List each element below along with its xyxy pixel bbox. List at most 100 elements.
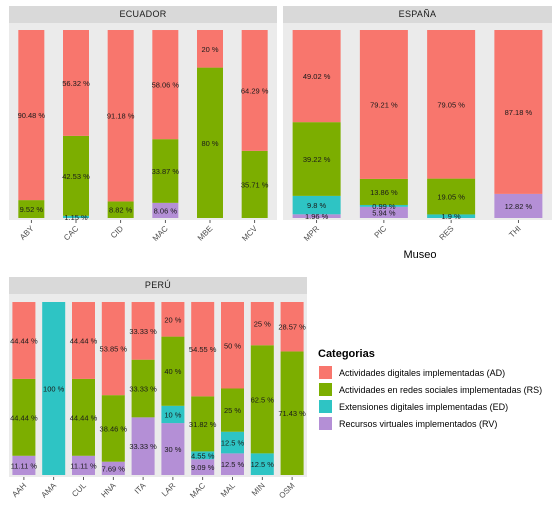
data-label-peru-lar-ad: 20 % [164,315,181,324]
data-label-espana-pic-ad: 79.21 % [370,100,398,109]
bar-peru-ita-rv [131,417,155,475]
bar-espana-mpr-rs [292,122,341,196]
bar-peru-mal-rv [221,453,244,475]
legend-label-rs: Actividades en redes sociales implementa… [339,384,543,395]
data-label-peru-ita-rv: 33.33 % [129,442,157,451]
bar-espana-res-ed [427,214,476,218]
bar-peru-mal-ad [221,302,244,389]
bar-ecuador-cid-ad [107,30,134,202]
bar-peru-lar-ad [161,302,185,337]
x-tick-label-peru-ama: AMA [39,481,58,500]
bar-espana-thi-ad [494,30,543,194]
bar-ecuador-cac-ad [63,30,89,136]
bar-peru-cul-rs [72,378,95,456]
data-label-peru-mal-rs: 25 % [224,406,241,415]
data-label-peru-cul-rs: 44.44 % [70,413,98,422]
panel-strip-ecuador: ECUADOR [9,6,277,23]
data-label-espana-res-ad: 79.05 % [437,100,465,109]
bar-ecuador-cid-rs [107,201,134,218]
data-label-peru-lar-ed: 10 % [164,410,181,419]
bar-ecuador-mac-rs [152,139,179,203]
x-tick-label-peru-aah: AAH [10,481,28,499]
data-label-ecuador-aby-ad: 90.48 % [18,111,46,120]
data-label-peru-mal-rv: 12.5 % [221,460,245,469]
bar-ecuador-cac-rs [63,135,89,216]
bar-ecuador-aby-ad [18,30,45,201]
panel-strip-espana: ESPAÑA [283,6,552,23]
bar-ecuador-mcv-ad [241,30,268,151]
x-tick-label-peru-hna: HNA [99,481,118,500]
data-label-espana-pic-rv: 5.94 % [372,208,396,217]
x-tick-label-peru-osm: OSM [277,481,296,500]
legend-title: Categorias [318,348,375,360]
data-label-peru-mal-ed: 12.5 % [221,439,245,448]
data-label-peru-aah-rs: 44.44 % [10,413,38,422]
x-tick-label-ecuador-cid: CID [109,224,125,240]
legend-label-ed: Extensiones digitales implementadas (ED) [339,401,509,412]
bar-peru-cul-ad [72,302,95,379]
x-tick-label-peru-min: MIN [250,481,267,498]
data-label-ecuador-mcv-ad: 64.29 % [241,86,269,95]
panel-ecuador: ECUADOR [9,6,277,220]
data-label-espana-thi-rv: 12.82 % [505,202,533,211]
bar-ecuador-mac-rv [152,202,179,218]
x-tick-label-peru-mac: MAC [188,481,207,500]
data-label-peru-ita-ad: 33.33 % [129,327,157,336]
bar-espana-res-ad [427,30,476,179]
bar-peru-lar-rv [161,423,185,475]
x-tick-label-ecuador-cac: CAC [62,224,80,242]
bar-espana-pic-rs [359,178,408,205]
data-label-espana-thi-ad: 87.18 % [505,108,533,117]
data-label-espana-mpr-ed: 9.8 % [307,201,327,210]
data-label-peru-mal-ad: 50 % [224,341,241,350]
legend-item-rs: Actividades en redes sociales implementa… [318,381,542,398]
bar-peru-min-ed [250,453,274,475]
data-label-ecuador-mac-rv: 8.06 % [154,206,178,215]
data-label-peru-hna-rv: 7.69 % [102,464,126,473]
bar-peru-mal-ed [221,431,244,454]
x-tick-label-ecuador-mcv: MCV [240,224,259,243]
data-label-peru-lar-rs: 40 % [164,367,181,376]
data-label-espana-res-rs: 19.05 % [437,193,465,202]
x-tick-label-espana-res: RES [438,224,456,242]
bar-espana-res-rs [427,178,476,215]
bar-peru-cul-rv [72,455,95,475]
data-label-ecuador-mac-ad: 58.06 % [152,81,180,90]
data-label-peru-aah-ad: 44.44 % [10,336,38,345]
legend-key-rv [318,416,333,431]
data-label-espana-mpr-rv: 1.96 % [305,212,329,221]
x-tick-label-peru-cul: CUL [70,481,88,499]
bar-ecuador-mbe-rs [197,67,223,218]
legend-item-ed: Extensiones digitales implementadas (ED) [318,398,542,415]
bar-peru-aah-ad [12,302,36,379]
x-tick-label-espana-pic: PIC [372,224,388,240]
legend-key-ed [318,399,333,414]
bar-peru-lar-ed [161,405,185,424]
data-label-ecuador-cac-ed: 1.15 % [64,213,88,222]
bar-peru-ita-ad [131,302,155,360]
bar-peru-mal-rs [221,388,244,432]
bar-peru-aah-rs [12,378,36,456]
data-label-ecuador-cid-rs: 8.82 % [109,206,133,215]
bar-peru-mac-rv [191,459,215,475]
bar-ecuador-cac-ed [63,215,89,218]
data-label-peru-cul-ad: 44.44 % [70,336,98,345]
data-label-ecuador-cac-rs: 42.53 % [62,172,90,181]
bar-peru-hna-rs [101,395,125,462]
data-label-ecuador-aby-rs: 9.52 % [20,205,44,214]
bar-peru-mac-ad [191,301,215,397]
legend-key-rs [318,382,333,397]
x-tick-label-ecuador-aby: ABY [18,224,36,242]
data-label-ecuador-cid-ad: 91.18 % [107,112,135,121]
panel-strip-peru: PERÚ [9,277,307,294]
bar-ecuador-mcv-rs [241,150,268,218]
data-label-peru-min-rs: 62.5 % [251,395,275,404]
data-label-peru-lar-rv: 30 % [164,445,181,454]
x-tick-label-espana-mpr: MPR [302,224,321,243]
data-label-peru-mac-rv: 9.09 % [191,463,215,472]
x-axis-title: Museo [403,249,437,261]
data-label-ecuador-cac-ad: 56.32 % [62,79,90,88]
data-label-espana-pic-ed: 0.99 % [372,202,396,211]
legend-label-rv: Recursos virtuales implementados (RV) [339,418,498,429]
